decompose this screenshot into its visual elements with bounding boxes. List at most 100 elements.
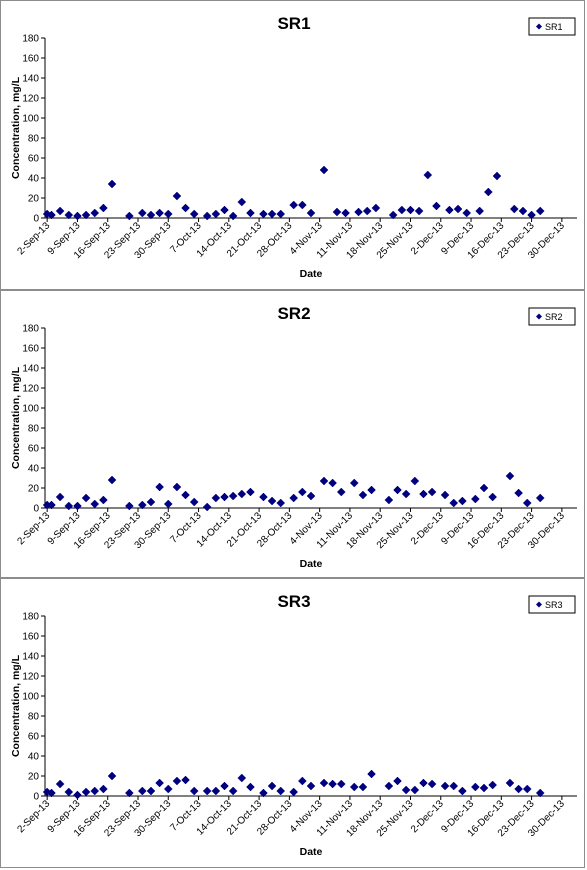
y-tick-label: 40 bbox=[28, 752, 40, 763]
x-axis-title: Date bbox=[300, 558, 323, 570]
y-tick-label: 60 bbox=[28, 154, 40, 165]
data-point bbox=[155, 482, 164, 492]
data-point bbox=[535, 206, 545, 216]
data-point bbox=[64, 210, 74, 220]
chart-title: SR3 bbox=[277, 592, 310, 611]
data-point bbox=[172, 776, 182, 786]
y-tick-label: 180 bbox=[22, 612, 39, 623]
data-point bbox=[220, 492, 229, 502]
data-point bbox=[99, 495, 108, 505]
chart-title: SR2 bbox=[277, 304, 310, 323]
data-point bbox=[393, 485, 402, 495]
data-point bbox=[505, 471, 515, 481]
data-point bbox=[427, 779, 437, 789]
data-point bbox=[202, 211, 212, 221]
data-point bbox=[458, 786, 467, 796]
data-point bbox=[410, 476, 420, 486]
y-tick-label: 60 bbox=[28, 444, 40, 455]
legend-marker bbox=[536, 23, 542, 30]
data-point bbox=[181, 490, 190, 500]
data-point bbox=[220, 205, 229, 215]
y-tick-label: 180 bbox=[22, 324, 39, 335]
data-point bbox=[414, 206, 424, 216]
legend-sr2: SR2 bbox=[528, 307, 576, 326]
data-point bbox=[336, 487, 346, 497]
data-point bbox=[535, 788, 545, 798]
chart-panel-sr1: SR1 0 20 40 60 80 100 120 140 160 180 2-Sep-13 9-Sep… bbox=[0, 0, 585, 290]
y-tick-label: 80 bbox=[28, 424, 40, 435]
data-point bbox=[124, 501, 134, 511]
legend-box bbox=[528, 17, 576, 36]
data-point bbox=[522, 498, 532, 508]
data-point bbox=[471, 494, 480, 504]
data-point bbox=[401, 489, 411, 499]
data-point bbox=[362, 206, 372, 216]
data-point bbox=[181, 775, 190, 785]
data-point bbox=[384, 781, 394, 791]
data-point bbox=[211, 786, 221, 796]
data-point bbox=[449, 498, 459, 508]
data-point bbox=[172, 191, 182, 201]
data-point bbox=[427, 487, 437, 497]
data-point bbox=[419, 489, 428, 499]
data-point bbox=[163, 209, 173, 219]
data-point bbox=[297, 487, 307, 497]
y-tick-label: 20 bbox=[28, 484, 40, 495]
data-point bbox=[64, 501, 74, 511]
legend-box bbox=[528, 595, 576, 614]
data-point bbox=[505, 778, 515, 788]
y-tick-label: 100 bbox=[22, 692, 39, 703]
data-point bbox=[107, 179, 117, 189]
y-axis-title: Concentration, mg/L bbox=[10, 76, 22, 179]
data-point bbox=[155, 208, 164, 218]
data-point bbox=[297, 776, 307, 786]
legend-marker bbox=[536, 313, 542, 320]
y-tick-label: 80 bbox=[28, 134, 40, 145]
data-point bbox=[267, 209, 277, 219]
data-point bbox=[306, 781, 316, 791]
data-point bbox=[181, 203, 190, 213]
y-tick-label: 20 bbox=[28, 194, 40, 205]
data-point bbox=[55, 779, 65, 789]
data-point bbox=[202, 502, 212, 512]
data-point bbox=[64, 787, 74, 797]
data-point bbox=[189, 497, 199, 507]
data-point bbox=[246, 487, 255, 497]
data-point bbox=[384, 495, 394, 505]
y-axis-title: Concentration, mg/L bbox=[10, 366, 22, 469]
y-tick-label: 140 bbox=[22, 652, 39, 663]
data-point bbox=[189, 209, 199, 219]
data-point bbox=[276, 498, 286, 508]
y-tick-label: 160 bbox=[22, 632, 39, 643]
data-point bbox=[440, 490, 450, 500]
data-point bbox=[328, 779, 337, 789]
data-point bbox=[211, 209, 221, 219]
data-point bbox=[432, 201, 441, 211]
data-point bbox=[514, 784, 523, 794]
data-point bbox=[73, 501, 82, 511]
data-point bbox=[55, 492, 65, 502]
data-point bbox=[328, 478, 337, 488]
y-tick-label: 20 bbox=[28, 772, 40, 783]
data-point bbox=[220, 781, 229, 791]
y-tick-label: 140 bbox=[22, 74, 39, 85]
data-point bbox=[137, 208, 147, 218]
data-point bbox=[453, 204, 463, 214]
x-axis-title: Date bbox=[300, 268, 323, 280]
data-point bbox=[90, 208, 100, 218]
data-point bbox=[228, 491, 238, 501]
data-point bbox=[319, 476, 329, 486]
y-tick-label: 140 bbox=[22, 364, 39, 375]
data-point bbox=[535, 493, 545, 503]
data-point bbox=[73, 790, 82, 800]
data-point bbox=[488, 780, 498, 790]
data-point bbox=[419, 778, 428, 788]
data-point bbox=[319, 778, 329, 788]
data-point bbox=[259, 492, 268, 502]
data-point bbox=[518, 206, 528, 216]
y-tick-label: 120 bbox=[22, 384, 39, 395]
data-point bbox=[259, 209, 268, 219]
data-point bbox=[90, 499, 100, 509]
data-point bbox=[475, 206, 485, 216]
y-tick-label: 0 bbox=[33, 504, 39, 515]
